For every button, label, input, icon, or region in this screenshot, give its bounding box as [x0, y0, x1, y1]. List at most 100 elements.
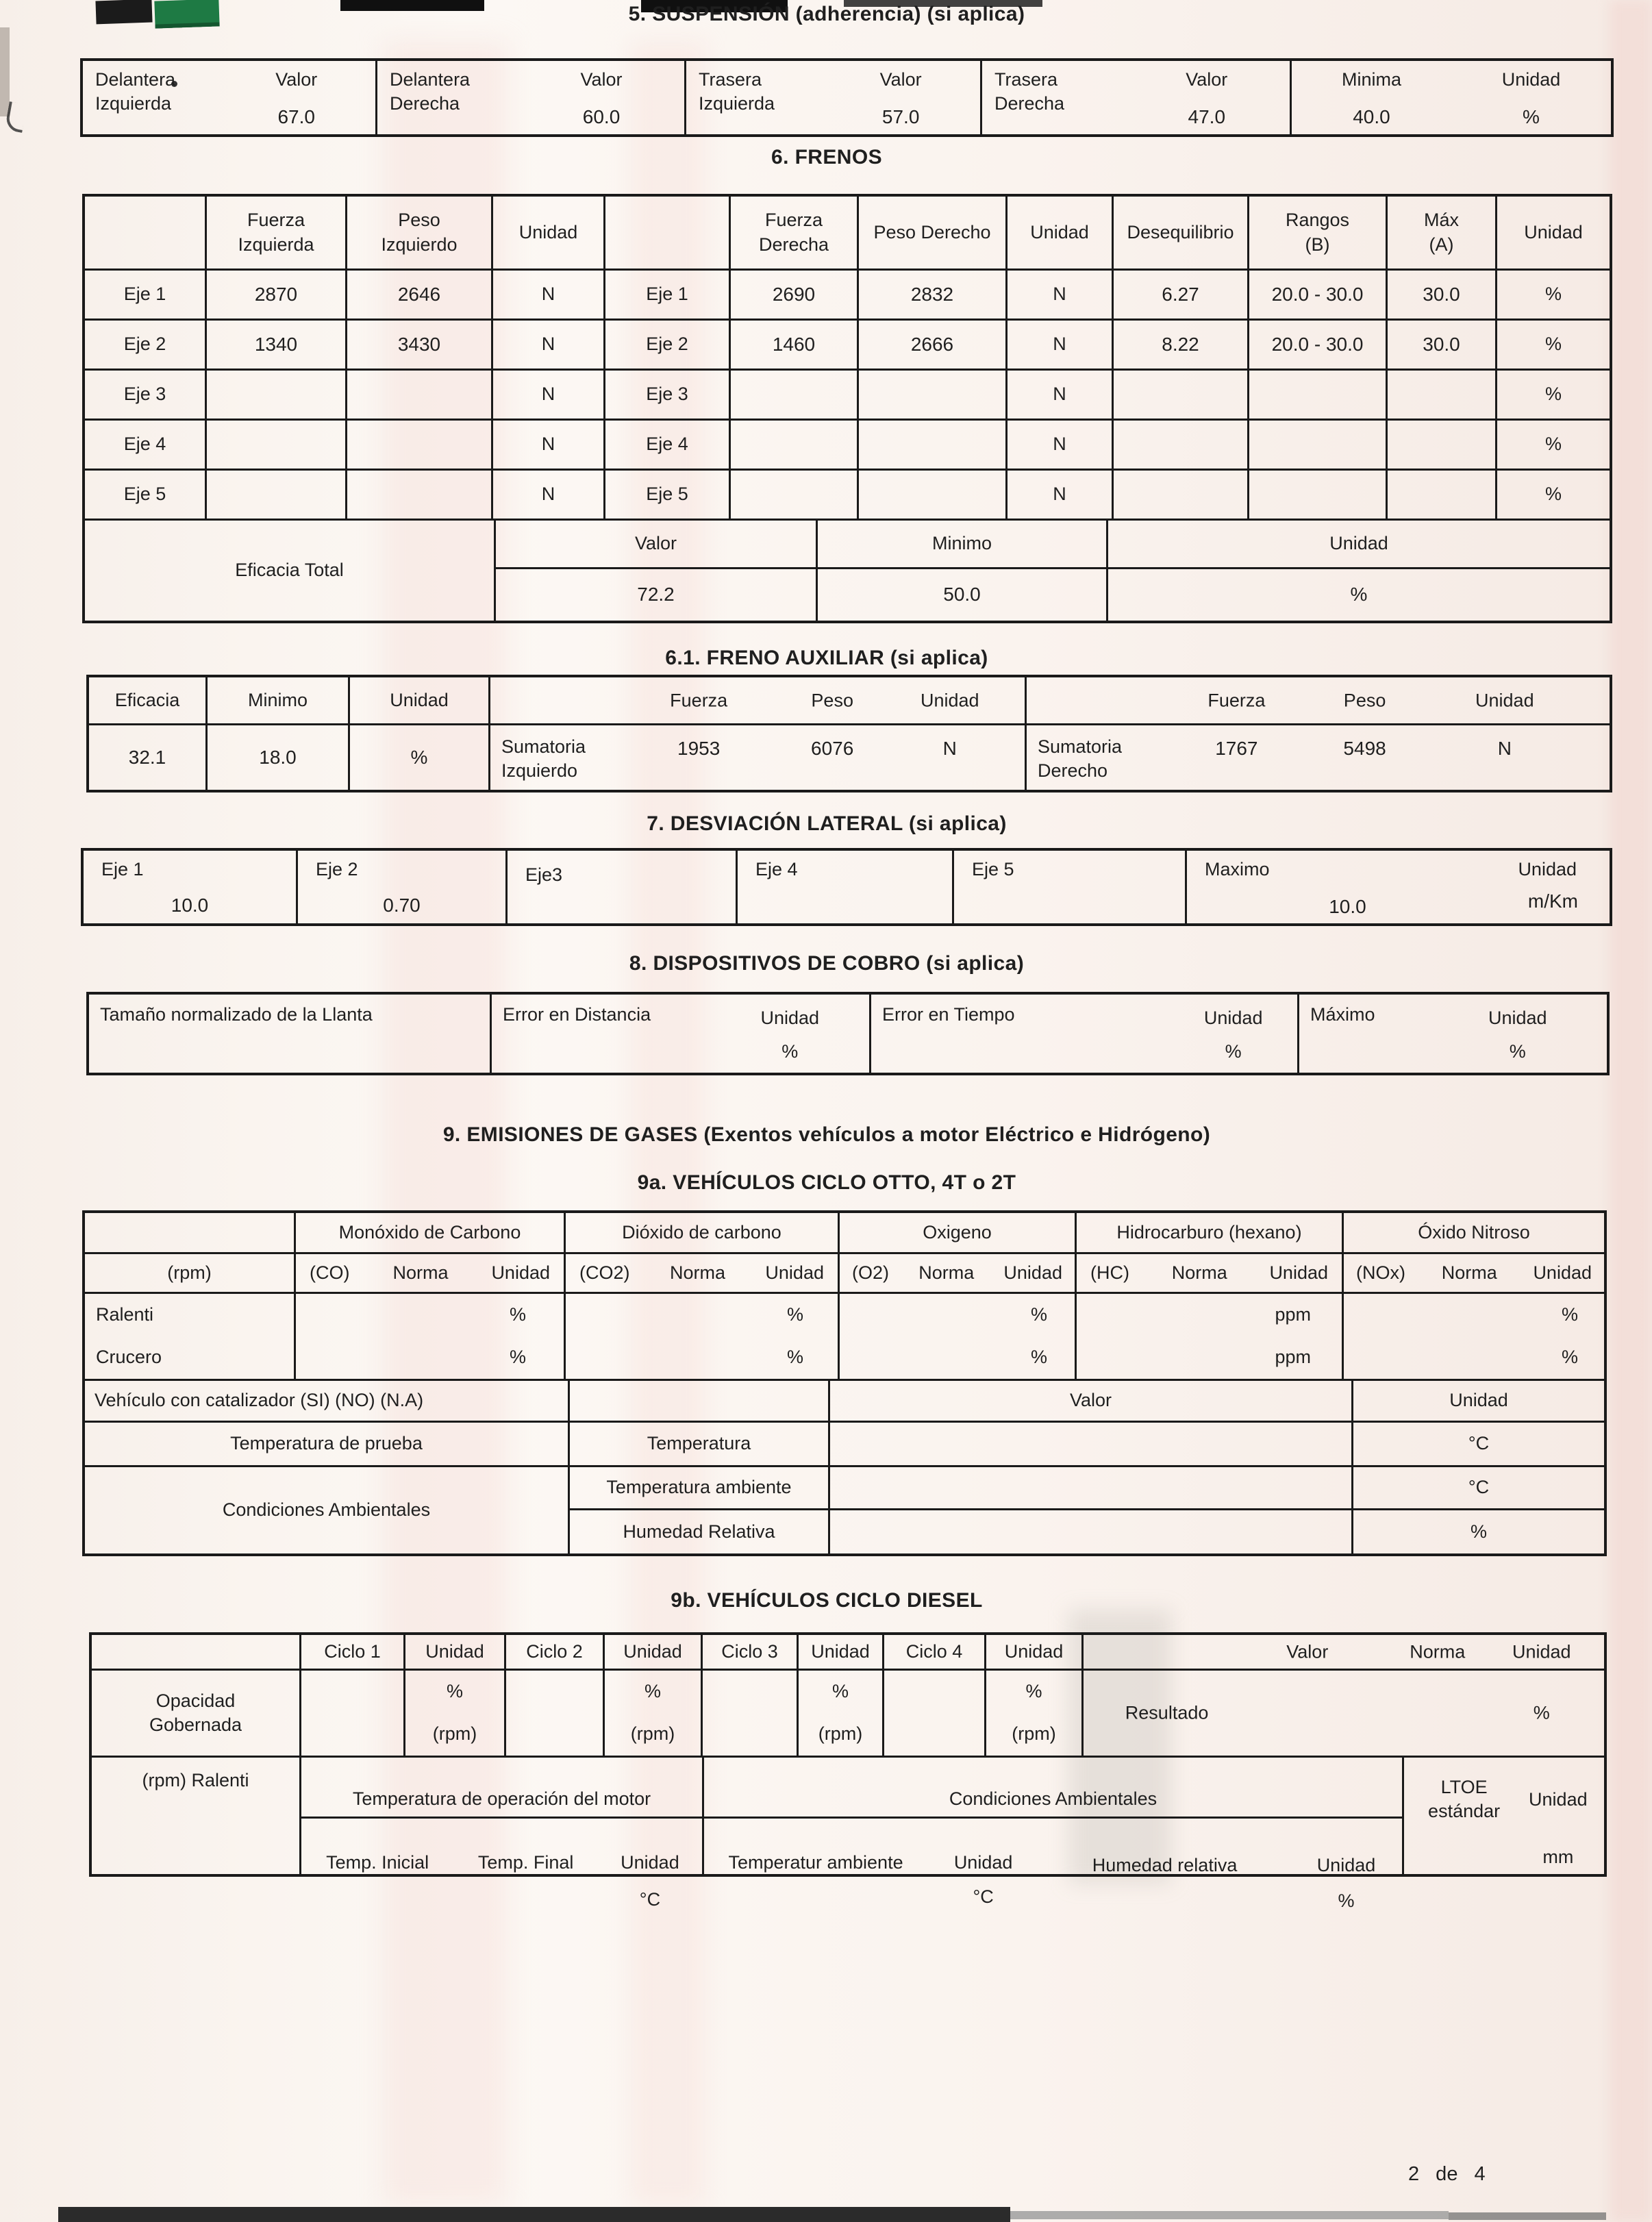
gas-subheader: (CO) Norma Unidad [296, 1254, 566, 1294]
value-cell: 20.0 - 30.0 [1249, 271, 1388, 321]
unidad-header: Unidad [765, 1262, 824, 1283]
llanta-label: Tamaño normalizado de la Llanta [100, 1004, 373, 1025]
value-cell: 2870 [207, 271, 347, 321]
freno-auxiliar-table: Eficacia Minimo Unidad Fuerza Peso Unida… [86, 675, 1612, 792]
value-cell [1249, 371, 1388, 421]
unit-cell: N [1008, 321, 1114, 371]
gas-subheader: (HC) Norma Unidad [1077, 1254, 1344, 1294]
value-cell [731, 421, 859, 471]
peso-value: 5498 [1343, 737, 1386, 759]
unidad-header: Unidad [953, 1852, 1013, 1873]
gas-units: % % [566, 1294, 840, 1381]
resultado-unidad: % [1533, 1702, 1550, 1723]
header-cell: Unidad [1008, 197, 1114, 271]
value-cell [731, 371, 859, 421]
gas-units: % % [296, 1294, 566, 1381]
eje-cell: Eje 1 10.0 [84, 851, 298, 923]
unidad-value: °C [1353, 1467, 1604, 1510]
unidad-header: Unidad [621, 1852, 679, 1873]
maximo-unidad-cell: Maximo 10.0 Unidad m/Km [1187, 851, 1610, 923]
header-cell: Máx (A) [1388, 197, 1497, 271]
pct-unit: % [1025, 1681, 1042, 1702]
eje-cell: Eje 2 0.70 [298, 851, 508, 923]
value-cell: 30.0 [1388, 271, 1497, 321]
eje-cell: Eje 5 [954, 851, 1187, 923]
emisiones-diesel-table: Ciclo 1 Unidad Ciclo 2 Unidad Ciclo 3 Un… [89, 1632, 1607, 1911]
axle-label: Eje 4 [85, 421, 207, 471]
valor-norma-unidad-header: Valor Norma Unidad [1084, 1635, 1604, 1671]
formula-header: (CO2) [579, 1262, 630, 1283]
ralenti-label: Ralenti [96, 1304, 154, 1325]
value-cell [1388, 471, 1497, 521]
value-cell: 30.0 [1388, 321, 1497, 371]
wheel-position-label: Trasera Derecha [994, 69, 1065, 114]
value-cell [1114, 471, 1249, 521]
suspension-value: 57.0 [881, 106, 920, 127]
eje-label: Eje 4 [755, 859, 798, 879]
axle-label: Eje 2 [605, 321, 731, 371]
page-number: 2 de 4 [1408, 2163, 1486, 2185]
eficacia-header: Eficacia [89, 677, 208, 725]
unidad-value: % [1338, 1890, 1355, 1912]
mode-labels: Ralenti Crucero [85, 1294, 296, 1381]
unidad-header: Unidad [1269, 1262, 1328, 1283]
value-cell [859, 471, 1008, 521]
norma-header: Norma [392, 1262, 449, 1283]
wheel-position-label: Trasera Izquierda [699, 69, 775, 114]
axle-label: Eje 2 [85, 321, 207, 371]
frenos-table: Fuerza Izquierda Peso Izquierdo Unidad F… [82, 194, 1612, 623]
sumatoria-label: Sumatoria Izquierdo [501, 736, 586, 782]
blank-cell [570, 1381, 830, 1423]
crucero-unidad: % [786, 1347, 803, 1368]
ralenti-unidad: % [1030, 1304, 1047, 1325]
temperatura-sublabel: Temperatura [570, 1423, 830, 1467]
peso-value: 6076 [811, 737, 854, 759]
ciclo-header: Ciclo 3 [703, 1635, 799, 1671]
header-cell: Rangos (B) [1249, 197, 1388, 271]
eficacia-value: 32.1 [89, 725, 208, 790]
eje-value: 10.0 [171, 895, 209, 916]
motor-temp-body: Temp. Inicial Temp. Final Unidad °C [301, 1843, 702, 1918]
unit-cell: N [493, 271, 605, 321]
humedad-header: Humedad relativa [1092, 1855, 1238, 1876]
ciclo-header: Ciclo 2 [506, 1635, 605, 1671]
header-cell [85, 197, 207, 271]
value-cell: 2832 [859, 271, 1008, 321]
crucero-unidad: % [509, 1347, 526, 1368]
crucero-label: Crucero [96, 1347, 162, 1368]
axle-label: Eje 5 [605, 471, 731, 521]
blank-cell [85, 1213, 296, 1254]
desviacion-table: Eje 1 10.0 Eje 2 0.70 Eje3 Eje 4 Eje 5 M… [81, 848, 1612, 926]
value-cell: 2646 [347, 271, 493, 321]
gas-name-header: Monóxido de Carbono [296, 1213, 566, 1254]
temperatura-prueba-label: Temperatura de prueba [85, 1423, 570, 1467]
catalizador-label: Vehículo con catalizador (SI) (NO) (N.A) [85, 1381, 570, 1423]
unit-cell: N [493, 421, 605, 471]
unit-cell: N [1008, 421, 1114, 471]
unidad-value: % [1523, 106, 1540, 127]
section-title-desviacion: 7. DESVIACIÓN LATERAL (si aplica) [647, 812, 1007, 835]
unidad-header: Unidad [1108, 521, 1610, 569]
suspension-cell: Delantera Izquierda Valor 67.0 [83, 61, 377, 134]
fuerza-header: Fuerza [670, 689, 728, 710]
motor-temp-block: Temperatura de operación del motor Temp.… [301, 1758, 704, 1910]
ciclo-value-cell [506, 1671, 605, 1758]
rpm-unit: (rpm) [630, 1723, 675, 1745]
unidad-header: Unidad [1203, 1008, 1263, 1028]
temperatura-ambiente-label: Temperatura ambiente [570, 1467, 830, 1510]
suspension-value: 47.0 [1188, 106, 1226, 127]
eficacia-total-label: Eficacia Total [85, 521, 496, 621]
fuerza-header: Fuerza [1207, 689, 1266, 710]
ralenti-unidad: % [509, 1304, 526, 1325]
header-cell: Unidad [1497, 197, 1610, 271]
header-cell: Fuerza Izquierda [207, 197, 347, 271]
formula-header: (NOx) [1356, 1262, 1405, 1283]
header-cell: Unidad [493, 197, 605, 271]
unidad-header: Unidad [350, 677, 490, 725]
ltoe-label: LTOE estándar [1428, 1777, 1501, 1822]
wheel-position-label: Delantera Izquierda [95, 69, 176, 114]
unidad-header: Unidad [1529, 1789, 1588, 1810]
formula-header: (O2) [852, 1262, 889, 1283]
value-cell [347, 371, 493, 421]
